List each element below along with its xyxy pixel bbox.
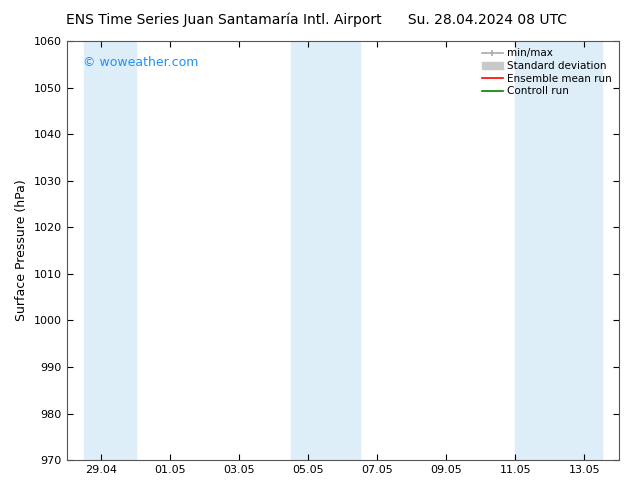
Text: © woweather.com: © woweather.com	[83, 56, 198, 69]
Bar	[515, 41, 602, 460]
Legend: min/max, Standard deviation, Ensemble mean run, Controll run: min/max, Standard deviation, Ensemble me…	[480, 46, 614, 98]
Y-axis label: Surface Pressure (hPa): Surface Pressure (hPa)	[15, 180, 28, 321]
Bar	[84, 41, 136, 460]
Bar	[291, 41, 360, 460]
Text: ENS Time Series Juan Santamaría Intl. Airport      Su. 28.04.2024 08 UTC: ENS Time Series Juan Santamaría Intl. Ai…	[67, 12, 567, 27]
